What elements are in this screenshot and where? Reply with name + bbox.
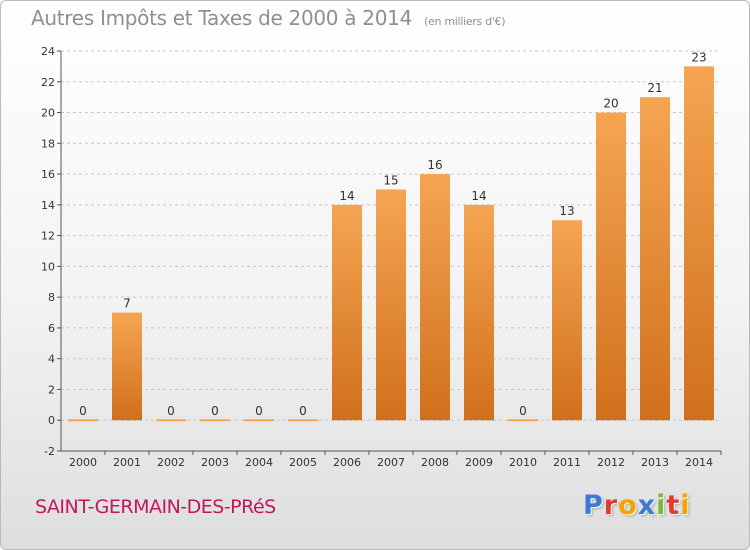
y-tick-label: 12: [41, 230, 55, 243]
x-tick-label: 2010: [509, 456, 537, 469]
x-tick-label: 2007: [377, 456, 405, 469]
x-tick-label: 2014: [685, 456, 713, 469]
commune-name: SAINT-GERMAIN-DES-PRéS: [35, 496, 276, 518]
y-tick-label: -2: [44, 445, 55, 458]
bar: [552, 220, 582, 421]
y-tick-label: 6: [48, 322, 55, 335]
y-tick-label: 16: [41, 168, 55, 181]
bar: [332, 204, 362, 421]
logo-letter: i: [656, 490, 667, 521]
logo-letter: P: [583, 490, 604, 521]
data-label: 0: [255, 404, 263, 418]
x-tick-label: 2000: [69, 456, 97, 469]
bar: [420, 174, 450, 421]
x-tick-label: 2011: [553, 456, 581, 469]
data-label: 7: [123, 297, 131, 311]
data-label: 23: [691, 50, 706, 64]
logo-letter: r: [603, 490, 619, 521]
x-tick-label: 2009: [465, 456, 493, 469]
x-tick-label: 2008: [421, 456, 449, 469]
data-label: 14: [471, 189, 486, 203]
chart-title-unit: (en milliers d'€): [424, 15, 506, 28]
x-tick-label: 2013: [641, 456, 669, 469]
data-label: 13: [559, 204, 574, 218]
y-tick-label: 8: [48, 291, 55, 304]
bar: [376, 189, 406, 421]
data-label: 0: [299, 404, 307, 418]
bar: [464, 204, 494, 421]
y-tick-label: 10: [41, 260, 55, 273]
bar: [640, 97, 670, 421]
data-label: 0: [519, 404, 527, 418]
x-tick-label: 2003: [201, 456, 229, 469]
chart-title: Autres Impôts et Taxes de 2000 à 2014 (e…: [31, 6, 506, 30]
x-tick-label: 2004: [245, 456, 273, 469]
y-tick-label: 20: [41, 107, 55, 120]
y-tick-label: 22: [41, 76, 55, 89]
y-tick-label: 24: [41, 45, 55, 58]
x-tick-label: 2012: [597, 456, 625, 469]
data-label: 0: [79, 404, 87, 418]
x-tick-label: 2001: [113, 456, 141, 469]
data-label: 0: [211, 404, 219, 418]
y-tick-label: 14: [41, 199, 55, 212]
proxiti-logo: Proxiti: [583, 490, 691, 521]
data-label: 21: [647, 81, 662, 95]
data-label: 16: [427, 158, 442, 172]
x-tick-label: 2002: [157, 456, 185, 469]
bar: [112, 312, 142, 421]
logo-letter: x: [637, 490, 657, 521]
data-label: 0: [167, 404, 175, 418]
logo-letter: o: [618, 490, 638, 521]
bar: [684, 66, 714, 421]
data-label: 14: [339, 189, 354, 203]
y-tick-label: 0: [48, 414, 55, 427]
data-label: 15: [383, 173, 398, 187]
logo-letter: t: [666, 490, 681, 521]
bar: [596, 112, 626, 421]
data-label: 20: [603, 97, 618, 111]
y-tick-label: 18: [41, 137, 55, 150]
x-tick-label: 2006: [333, 456, 361, 469]
chart-title-text: Autres Impôts et Taxes de 2000 à 2014: [31, 6, 412, 30]
y-tick-label: 4: [48, 353, 55, 366]
x-tick-label: 2005: [289, 456, 317, 469]
y-tick-label: 2: [48, 383, 55, 396]
logo-letter: i: [680, 490, 691, 521]
